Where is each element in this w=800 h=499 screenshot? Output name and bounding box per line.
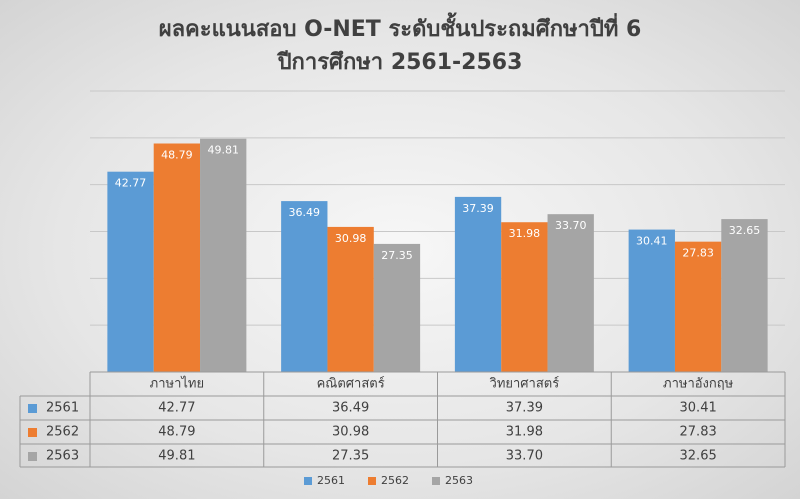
legend-swatch <box>368 477 376 485</box>
bar <box>547 214 594 372</box>
series-name: 2563 <box>46 449 79 464</box>
table-cell: 33.70 <box>506 449 543 464</box>
legend-swatch <box>304 477 312 485</box>
bar <box>628 229 675 372</box>
bar <box>200 138 247 372</box>
bar <box>721 219 768 372</box>
bar <box>373 243 421 372</box>
table-cell: 27.35 <box>332 449 369 464</box>
x-tick-label: ภาษาอังกฤษ <box>663 377 734 392</box>
bar <box>281 201 328 372</box>
x-tick-label: วิทยาศาสตร์ <box>489 376 559 392</box>
data-label: 36.49 <box>289 206 321 219</box>
data-label: 37.39 <box>462 202 494 215</box>
bar <box>153 143 201 372</box>
bar <box>327 226 374 372</box>
table-cell: 37.39 <box>506 401 543 416</box>
legend-key <box>28 428 37 437</box>
chart-title: ผลคะแนนสอบ O-NET ระดับชั้นประถมศึกษาปีที… <box>159 12 642 42</box>
table-cell: 48.79 <box>158 425 195 440</box>
bar <box>501 222 548 372</box>
table-cell: 30.41 <box>680 401 717 416</box>
legend-key <box>28 404 37 413</box>
series-name: 2561 <box>46 401 79 416</box>
data-label: 30.41 <box>636 235 668 248</box>
x-tick-label: คณิตศาสตร์ <box>317 376 385 392</box>
data-label: 48.79 <box>161 149 193 162</box>
data-label: 31.98 <box>509 227 541 240</box>
data-label: 27.83 <box>682 247 714 260</box>
data-label: 30.98 <box>335 232 367 245</box>
legend-swatch <box>432 477 440 485</box>
legend-label: 2562 <box>381 474 409 487</box>
data-label: 33.70 <box>555 219 587 232</box>
data-label: 27.35 <box>381 249 413 262</box>
bar <box>674 241 722 372</box>
bar <box>107 171 154 372</box>
table-cell: 30.98 <box>332 425 369 440</box>
table-cell: 49.81 <box>158 449 195 464</box>
table-cell: 42.77 <box>158 401 195 416</box>
legend-key <box>28 452 37 461</box>
series-name: 2562 <box>46 425 79 440</box>
data-label: 32.65 <box>729 224 761 237</box>
legend-label: 2563 <box>445 474 473 487</box>
table-cell: 31.98 <box>506 425 543 440</box>
table-cell: 36.49 <box>332 401 369 416</box>
table-cell: 32.65 <box>680 449 717 464</box>
legend-label: 2561 <box>317 474 345 487</box>
table-cell: 27.83 <box>680 425 717 440</box>
bar <box>454 196 502 372</box>
x-tick-label: ภาษาไทย <box>150 376 204 392</box>
chart-subtitle: ปีการศึกษา 2561-2563 <box>276 50 522 75</box>
data-label: 49.81 <box>207 144 239 157</box>
data-label: 42.77 <box>115 177 147 190</box>
